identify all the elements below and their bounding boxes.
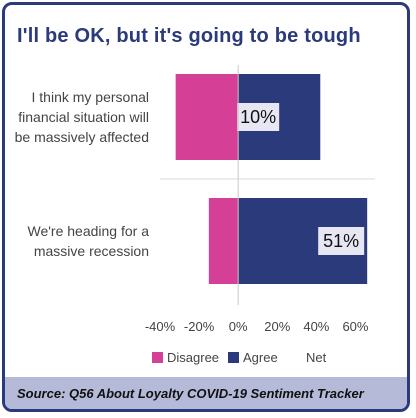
legend-swatch [152, 352, 163, 363]
source-text: Source: Q56 About Loyalty COVID-19 Senti… [17, 385, 364, 401]
net-value-label: 10% [240, 107, 276, 127]
net-label-box [237, 103, 280, 131]
category-label: massive recession [34, 243, 149, 259]
legend-label: Net [306, 350, 327, 365]
x-tick-label: 20% [264, 319, 290, 334]
category-label: I think my personal [32, 89, 150, 105]
disagree-bar [175, 74, 239, 160]
x-tick-label: -20% [184, 319, 215, 334]
legend-label: Disagree [167, 350, 219, 365]
x-tick-label: 60% [342, 319, 368, 334]
legend-label: Agree [243, 350, 278, 365]
net-value-label: 51% [323, 231, 359, 251]
x-tick-label: 0% [229, 319, 248, 334]
source-footer: Source: Q56 About Loyalty COVID-19 Senti… [5, 377, 407, 409]
disagree-bar [208, 198, 239, 284]
category-label: be massively affected [15, 129, 149, 145]
x-tick-label: 40% [303, 319, 329, 334]
net-label-box [318, 227, 365, 255]
x-tick-label: -40% [145, 319, 176, 334]
legend-swatch [228, 352, 239, 363]
chart-title: I'll be OK, but it's going to be tough [17, 25, 361, 47]
category-label: We're heading for a [28, 223, 150, 239]
category-label: financial situation will [18, 109, 149, 125]
